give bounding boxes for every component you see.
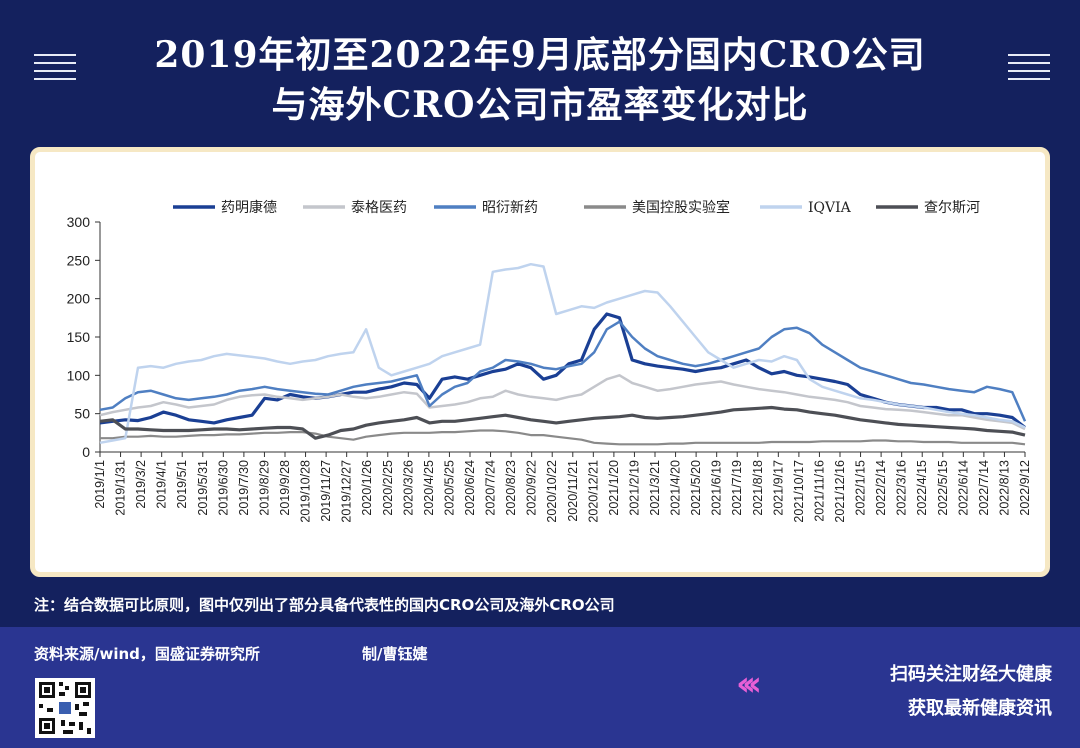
legend-label: 泰格医药 xyxy=(351,200,407,216)
y-tick-label: 150 xyxy=(67,329,91,345)
series-line xyxy=(99,262,1026,445)
x-tick-label: 2019/8/29 xyxy=(257,460,271,516)
y-tick-label: 250 xyxy=(67,252,91,268)
x-tick-label: 2020/6/24 xyxy=(463,460,477,516)
x-tick-label: 2021/1/20 xyxy=(607,460,621,516)
x-tick-label: 2022/3/16 xyxy=(895,460,909,516)
chart-legend: 药明康德 泰格医药 昭衍新药 美国控股实验室 IQVIA 查尔斯河 xyxy=(173,199,980,216)
x-tick-label: 2020/5/25 xyxy=(442,460,456,516)
x-tick-label: 2022/6/14 xyxy=(956,460,970,516)
y-tick-label: 50 xyxy=(74,406,90,422)
x-tick-label: 2019/5/31 xyxy=(196,460,210,516)
x-tick-label: 2020/9/22 xyxy=(525,460,539,516)
x-tick-label: 2020/12/21 xyxy=(586,460,600,523)
line-chart: 药明康德 泰格医药 昭衍新药 美国控股实验室 IQVIA 查尔斯河 0 50 100 150 20… xyxy=(67,199,1032,523)
x-tick-label: 2021/6/19 xyxy=(710,460,724,516)
right-menu-icon[interactable] xyxy=(1008,54,1050,86)
y-tick-label: 300 xyxy=(67,214,91,230)
chart-card: 药明康德 泰格医药 昭衍新药 美国控股实验室 IQVIA 查尔斯河 0 50 100 150 20… xyxy=(30,147,1050,577)
follow-prompt-line-1: 扫码关注财经大健康 xyxy=(890,664,1052,685)
x-tick-label: 2020/10/22 xyxy=(545,460,559,523)
chevrons-left-icon: ‹‹‹ xyxy=(736,664,762,704)
legend-label: 昭衍新药 xyxy=(482,200,538,216)
x-tick-label: 2022/9/12 xyxy=(1018,460,1032,516)
data-source: 资料来源/wind，国盛证券研究所 xyxy=(34,645,260,663)
x-tick-label: 2021/10/17 xyxy=(792,460,806,523)
y-tick-label: 200 xyxy=(67,291,91,307)
author-credit: 制/曹钰婕 xyxy=(362,645,428,663)
x-tick-label: 2021/11/16 xyxy=(812,460,826,522)
y-tick-label: 0 xyxy=(82,444,90,460)
x-tick-label: 2022/5/15 xyxy=(936,460,950,516)
x-tick-label: 2019/4/1 xyxy=(155,460,169,509)
x-tick-label: 2019/1/1 xyxy=(93,460,107,509)
series-line xyxy=(100,429,1026,446)
x-tick-label: 2021/3/21 xyxy=(648,460,662,516)
legend-label: 美国控股实验室 xyxy=(632,199,730,216)
y-tick-label: 100 xyxy=(67,367,91,383)
x-tick-label: 2019/1/31 xyxy=(114,460,128,516)
follow-prompt-line-2: 获取最新健康资讯 xyxy=(908,698,1052,719)
x-tick-label: 2020/1/26 xyxy=(360,460,374,516)
x-tick-label: 2022/2/14 xyxy=(874,460,888,516)
x-tick-label: 2020/11/21 xyxy=(566,460,580,522)
x-tick-label: 2022/1/15 xyxy=(854,460,868,516)
x-tick-label: 2021/8/18 xyxy=(751,460,765,516)
chart-lines xyxy=(99,262,1027,446)
x-tick-label: 2019/7/30 xyxy=(237,460,251,516)
qr-code-icon[interactable] xyxy=(35,678,95,738)
legend-label: IQVIA xyxy=(808,200,852,216)
chart-axes: 0 50 100 150 200 250 300 2019/1/1 2019/1/31 2019/… xyxy=(67,214,1032,523)
x-tick-label: 2022/7/14 xyxy=(977,460,991,516)
series-line xyxy=(99,374,1026,431)
x-tick-label: 2019/5/1 xyxy=(175,460,189,509)
x-tick-label: 2021/5/20 xyxy=(689,460,703,516)
x-tick-label: 2022/4/15 xyxy=(915,460,929,516)
x-tick-label: 2019/9/28 xyxy=(278,460,292,516)
x-tick-label: 2019/12/27 xyxy=(340,460,354,523)
x-tick-label: 2021/4/20 xyxy=(669,460,683,516)
x-tick-label: 2020/4/25 xyxy=(422,460,436,516)
x-tick-label: 2022/8/13 xyxy=(997,460,1011,516)
title-line-2: 与海外CRO公司市盈率变化对比 xyxy=(271,84,809,126)
left-menu-icon[interactable] xyxy=(34,54,76,86)
legend-label: 查尔斯河 xyxy=(924,200,980,216)
x-tick-label: 2019/11/27 xyxy=(319,460,333,522)
x-tick-label: 2020/3/26 xyxy=(401,460,415,516)
series-line xyxy=(99,405,1026,440)
legend-label: 药明康德 xyxy=(221,199,277,216)
chart-note: 注：结合数据可比原则，图中仅列出了部分具备代表性的国内CRO公司及海外CRO公司 xyxy=(34,596,615,614)
x-tick-label: 2021/12/16 xyxy=(833,460,847,523)
x-tick-label: 2019/3/2 xyxy=(134,460,148,509)
x-tick-label: 2020/2/25 xyxy=(381,460,395,516)
x-tick-label: 2021/7/19 xyxy=(730,460,744,516)
footer-band xyxy=(0,627,1080,748)
x-tick-label: 2021/2/19 xyxy=(627,460,641,516)
x-tick-label: 2020/8/23 xyxy=(504,460,518,516)
x-tick-label: 2019/10/28 xyxy=(299,460,313,523)
x-tick-label: 2020/7/24 xyxy=(484,460,498,516)
title-line-1: 2019年初至2022年9月底部分国内CRO公司 xyxy=(154,34,926,76)
series-line xyxy=(99,312,1026,429)
series-line xyxy=(99,320,1027,422)
x-tick-label: 2019/6/30 xyxy=(216,460,230,516)
x-tick-label: 2021/9/17 xyxy=(771,460,785,516)
